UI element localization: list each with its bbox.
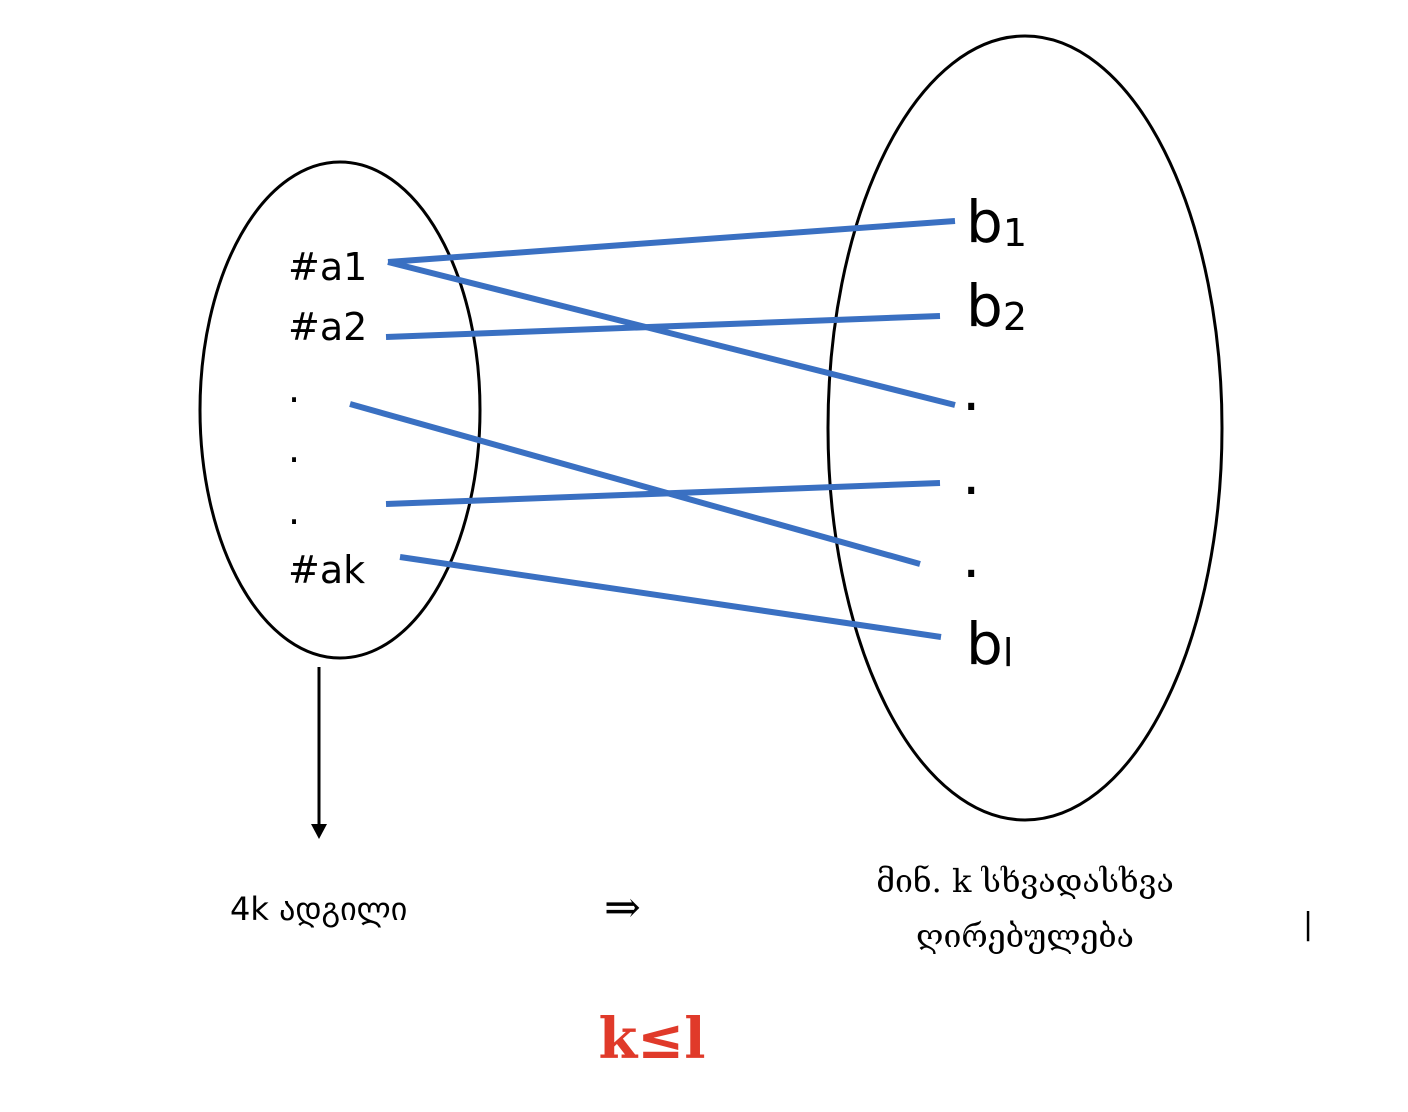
right-item-b2: b2 [966, 272, 1027, 340]
left-item-dot-3: . [288, 489, 300, 533]
down-arrow-head [311, 824, 327, 839]
mapping-line-dot-dot2 [386, 483, 940, 504]
left-item-dot-2: . [288, 427, 300, 471]
left-item-ak: #ak [288, 548, 365, 592]
left-caption: 4k ადგილი [230, 890, 407, 928]
right-item-dot-1: . [962, 356, 980, 424]
left-item-dot-1: . [288, 367, 300, 411]
right-item-b1: b1 [966, 188, 1027, 256]
right-item-dot-3: . [962, 523, 980, 591]
right-caption-line1: მინ. k სხვადასხვა [876, 862, 1174, 900]
text-cursor: | [1303, 907, 1313, 942]
mapping-lines [350, 221, 955, 637]
conclusion: k≤l [599, 1006, 706, 1072]
mapping-line-ak-bl [400, 557, 941, 637]
right-caption-line2: ღირებულება [916, 917, 1134, 955]
right-item-bl: bl [966, 610, 1013, 678]
right-item-dot-2: . [962, 440, 980, 508]
left-item-a1: #a1 [288, 245, 367, 289]
left-item-a2: #a2 [288, 305, 367, 349]
implies-symbol: ⇒ [604, 882, 641, 933]
mapping-line-a1-b1 [388, 221, 955, 262]
right-set-ellipse [828, 36, 1222, 820]
